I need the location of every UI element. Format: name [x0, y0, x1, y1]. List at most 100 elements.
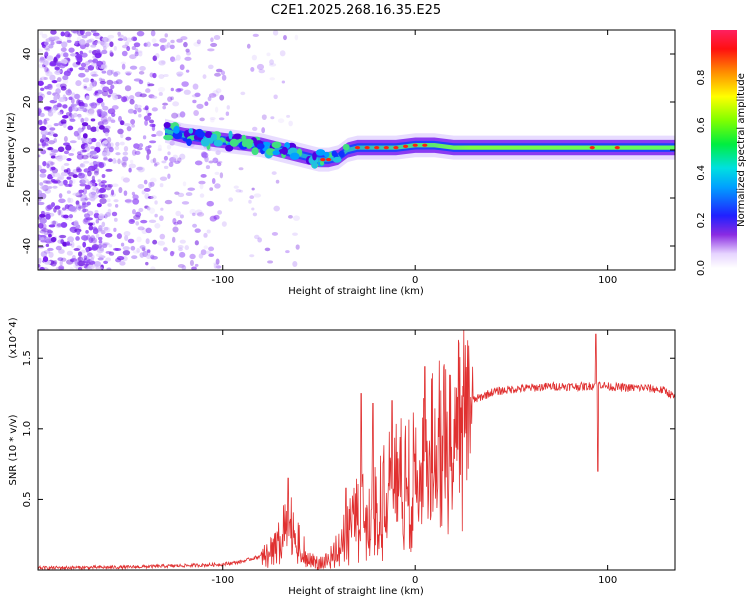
spectrogram-cell	[71, 92, 75, 96]
spectrogram-cell	[138, 79, 144, 85]
spectrogram-cell	[94, 40, 102, 44]
spectrogram-cell	[139, 93, 147, 98]
spectrogram-cell	[69, 140, 77, 144]
spectrogram-cell	[95, 167, 100, 171]
spectrogram-cell	[179, 239, 186, 244]
spectrogram-cell	[124, 85, 132, 92]
spectrogram-cell	[246, 43, 251, 49]
spectrogram-cell	[121, 63, 126, 70]
spectrogram-cell	[195, 209, 203, 216]
spectrogram-cell	[100, 242, 108, 247]
spectrogram-cell	[85, 40, 90, 44]
spectrogram-cell	[79, 163, 86, 168]
spectrogram-cell	[179, 214, 184, 219]
spectrogram-cell	[40, 210, 45, 215]
spectrogram-cell	[136, 247, 141, 253]
spectrogram-cell	[39, 229, 47, 234]
spectrogram-cell	[151, 107, 158, 112]
spectrogram-cell	[285, 250, 290, 254]
spectrogram-cell	[95, 253, 103, 258]
spectrogram-cell	[84, 184, 91, 190]
ridge-hotspot	[393, 146, 399, 150]
spectrogram-cell	[127, 238, 135, 244]
spectrogram-cell	[194, 92, 201, 98]
spectrogram-cell	[210, 42, 218, 48]
spectrogram-cell	[73, 93, 80, 99]
ridge-blob	[311, 160, 318, 169]
spectrogram-cell	[154, 213, 158, 218]
spectrogram-cell	[133, 143, 140, 149]
spectrogram-cell	[84, 144, 91, 149]
spectrogram-cell	[104, 131, 109, 137]
spectrogram-cell	[102, 127, 110, 134]
spectrogram-cell	[101, 194, 109, 198]
spectrogram-cell	[120, 120, 125, 126]
spectrogram-cell	[83, 77, 90, 83]
spectrogram-cell	[211, 178, 216, 185]
spectrogram-cell	[103, 226, 109, 231]
spectrogram-cell	[146, 255, 151, 260]
snr-panel: -100 0 100 0.5 1.0 1.5 Height of straight li…	[8, 317, 676, 597]
spectrogram-cell	[60, 31, 65, 37]
spectrogram-cell	[171, 112, 179, 119]
spectrogram-cell	[118, 186, 123, 194]
spectrogram-cell	[57, 146, 65, 153]
spectrogram-cell	[58, 180, 65, 187]
spectrogram-cell	[292, 232, 298, 236]
spectrogram-cell	[93, 212, 100, 219]
spectrogram-cell	[101, 221, 106, 227]
spectrogram-cell	[39, 266, 45, 270]
spectrogram-cell	[93, 260, 102, 267]
spectrogram-cell	[67, 125, 74, 131]
spectrogram-cell	[94, 102, 101, 106]
spectrogram-cell	[161, 160, 167, 164]
spectrogram-cell	[238, 167, 244, 171]
spectrogram-cell	[82, 143, 88, 148]
spectrogram-cell	[67, 197, 71, 203]
spectrogram-cell	[98, 194, 106, 199]
spectrogram-cell	[166, 144, 172, 150]
spectrogram-cell	[129, 98, 135, 105]
spectrogram-cell	[41, 142, 46, 149]
spectrogram-cell	[38, 108, 42, 115]
spectrogram-cell	[144, 119, 148, 126]
spectrogram-cell	[207, 48, 215, 52]
spectrogram-cell	[101, 151, 107, 157]
spectrogram-cell	[202, 74, 207, 79]
spectrogram-cell	[113, 45, 117, 51]
spectrogram-cell	[61, 257, 67, 262]
spectrogram-cell	[107, 34, 115, 39]
spectrogram-cell	[137, 184, 145, 189]
spectrogram-cell	[175, 88, 182, 93]
spectrogram-cell	[74, 40, 78, 46]
ridge-blob	[278, 148, 286, 154]
spectrogram-cell	[73, 220, 79, 227]
spectrogram-cell	[65, 144, 72, 151]
spectrogram-cell	[122, 36, 128, 42]
x-tick-label: -100	[211, 575, 234, 586]
spectrogram-cell	[78, 189, 84, 194]
spectrogram-cell	[89, 150, 98, 155]
spectrogram-cell	[273, 94, 278, 100]
spectrogram-cell	[150, 30, 156, 37]
spectrogram-noise-field	[38, 30, 303, 270]
spectrogram-cell	[135, 221, 140, 226]
spectrogram-cell	[251, 187, 255, 191]
spectrogram-cell	[143, 179, 148, 185]
spectrogram-cell	[145, 238, 150, 245]
spectrogram-cell	[83, 213, 88, 217]
y-tick-label: 1.5	[22, 350, 33, 366]
spectrogram-cell	[272, 30, 279, 36]
spectrogram-cell	[221, 221, 227, 227]
spectrogram-cell	[139, 245, 146, 250]
spectrogram-cell	[38, 57, 46, 64]
spectrogram-cell	[113, 199, 119, 203]
spectrogram-cell	[100, 64, 107, 69]
spectrogram-cell	[77, 266, 82, 270]
spectrogram-cell	[92, 228, 99, 235]
spectrogram-cell	[90, 126, 98, 132]
spectrogram-cell	[39, 217, 47, 224]
spectrogram-cell	[92, 58, 99, 64]
spectrogram-cell	[193, 110, 199, 116]
spectrogram-cell	[264, 247, 271, 252]
